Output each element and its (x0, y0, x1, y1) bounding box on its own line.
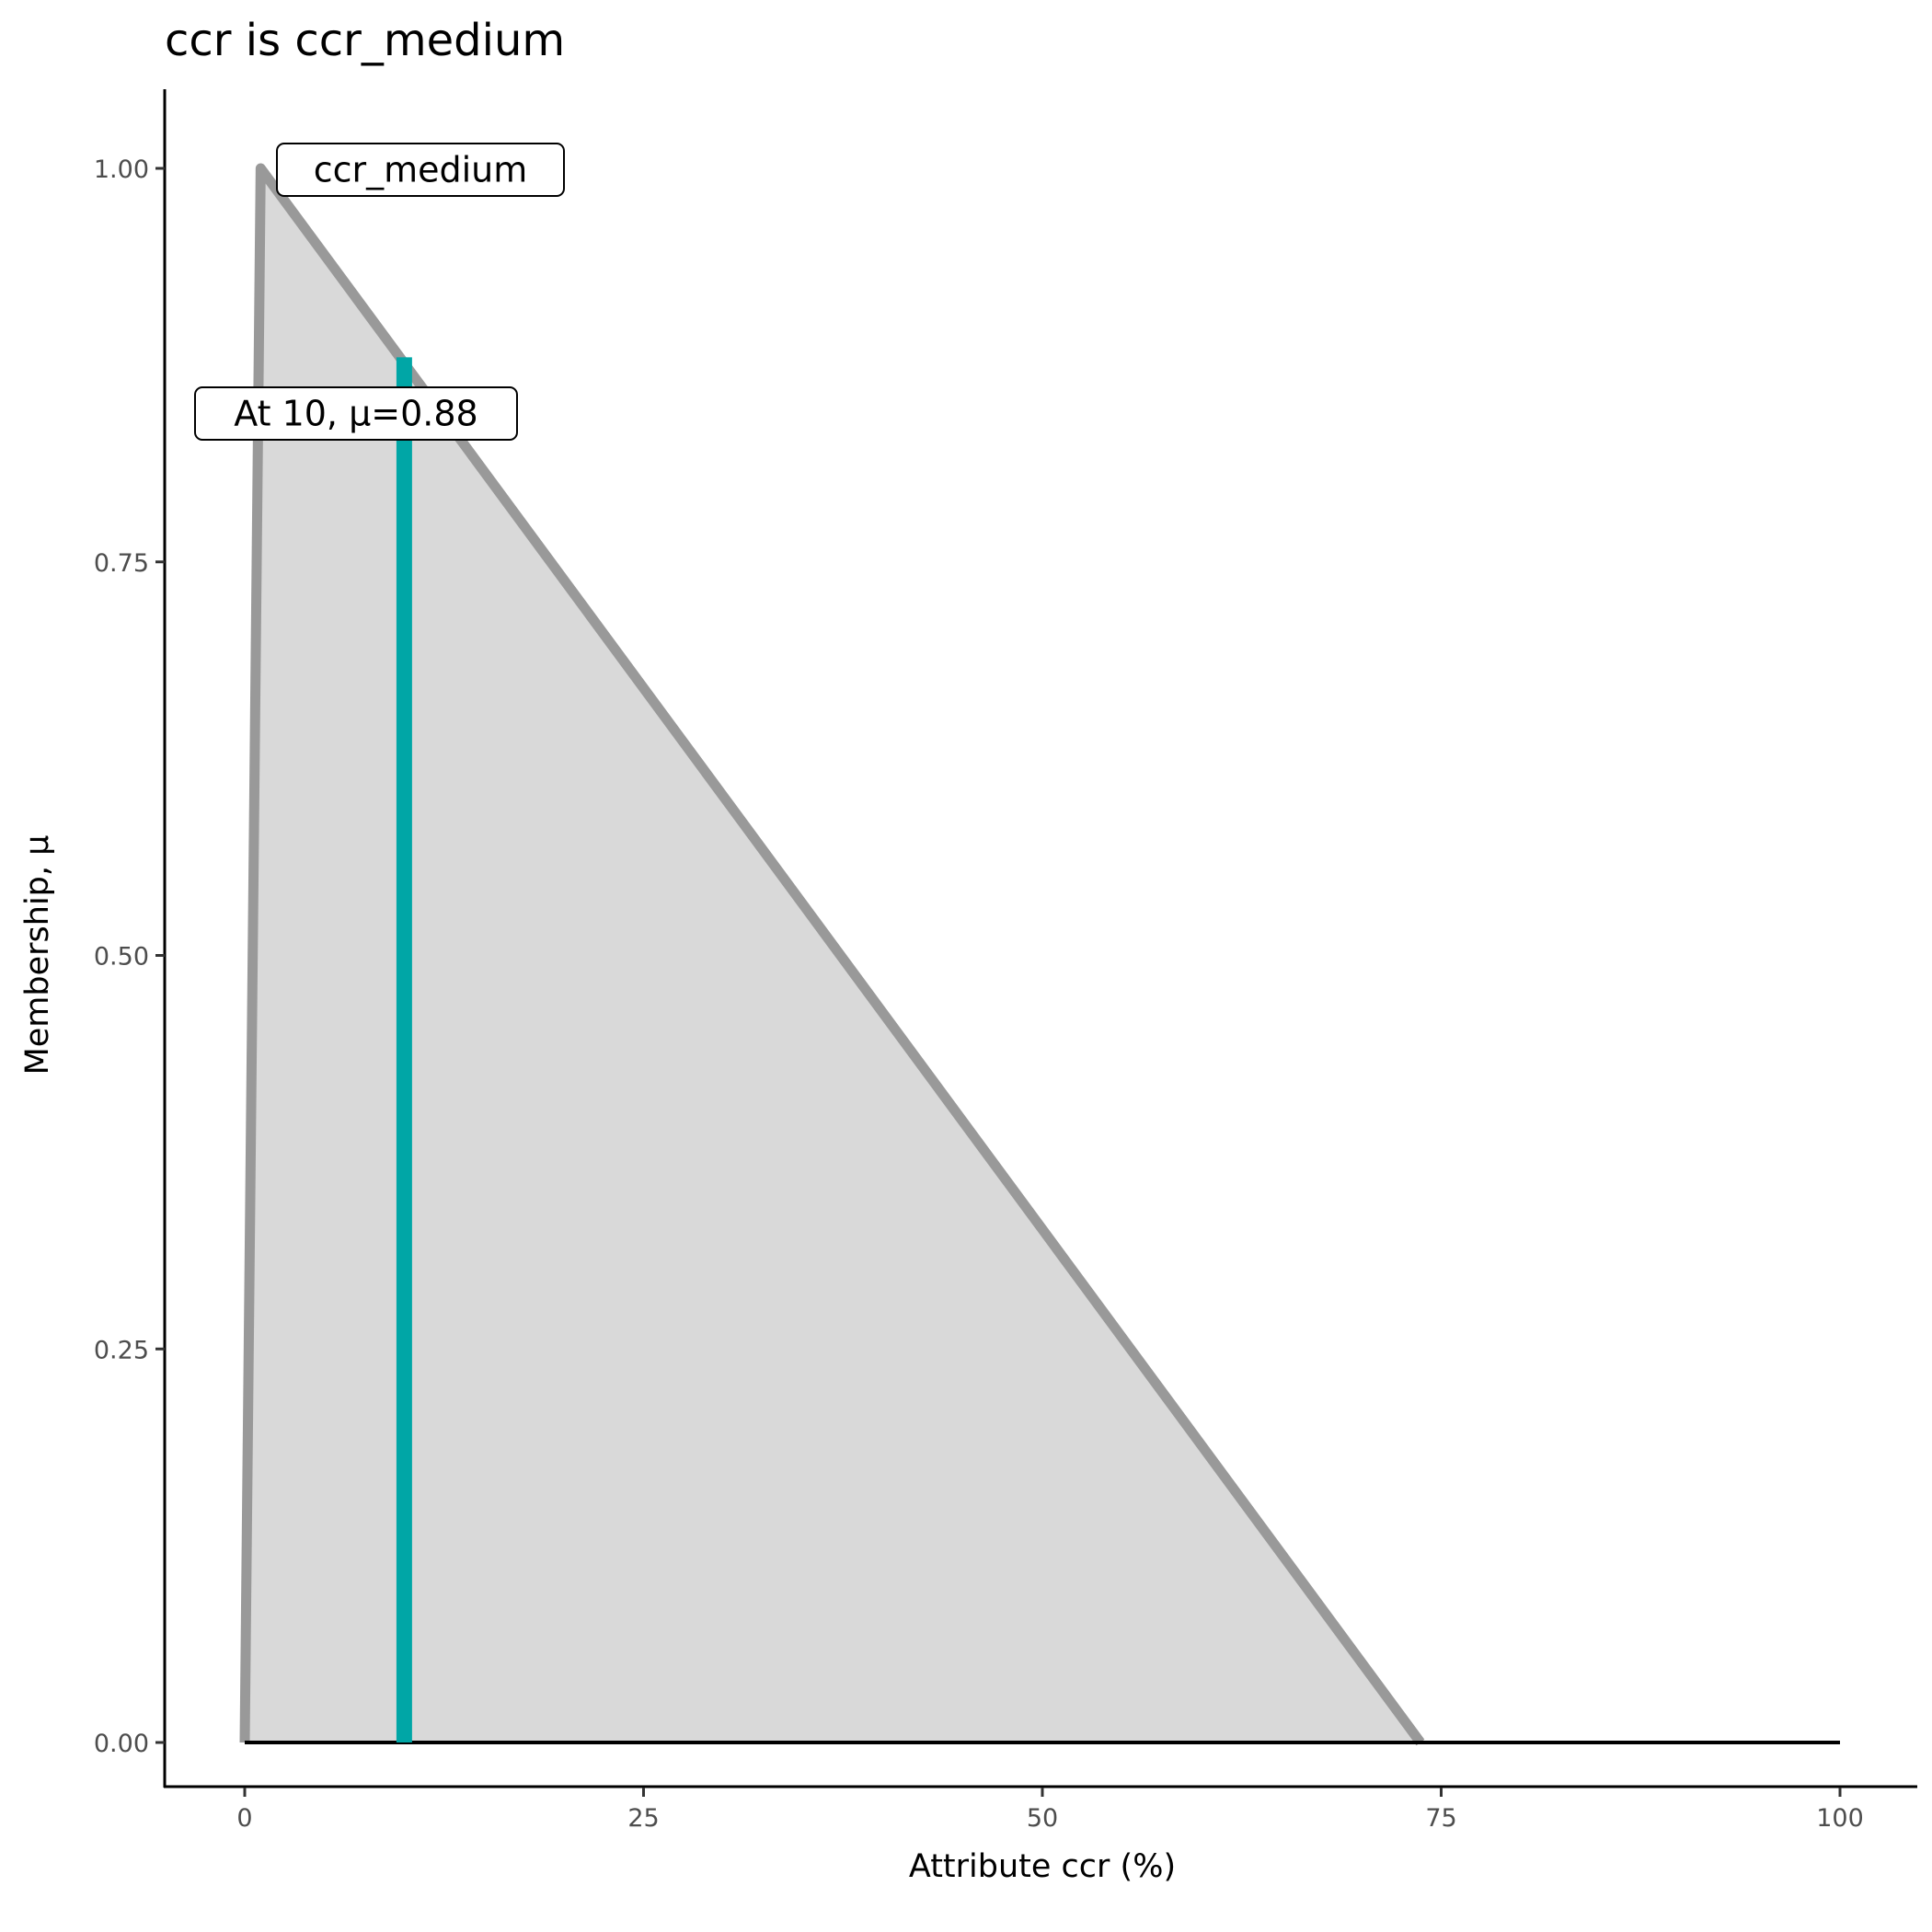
x-tick-label: 75 (1425, 1804, 1456, 1833)
y-axis-label: Membership, μ (19, 835, 56, 1075)
y-tick-label: 0.00 (94, 1730, 149, 1758)
y-tick-label: 0.75 (94, 549, 149, 578)
chart-title: ccr is ccr_medium (165, 15, 565, 66)
x-tick-label: 25 (627, 1804, 659, 1833)
value-label-box (194, 386, 518, 441)
set-label: ccr_medium (314, 150, 528, 190)
y-tick-label: 0.50 (94, 943, 149, 972)
x-axis-label: Attribute ccr (%) (909, 1848, 1176, 1885)
y-tick-label: 0.25 (94, 1336, 149, 1364)
x-tick-label: 100 (1816, 1804, 1864, 1833)
y-tick-label: 1.00 (94, 155, 149, 184)
x-tick-label: 0 (236, 1804, 252, 1833)
membership-line (239, 163, 1425, 1746)
value-label: At 10, μ=0.88 (234, 394, 477, 434)
x-tick-label: 50 (1027, 1804, 1058, 1833)
set-label-box (276, 143, 565, 197)
